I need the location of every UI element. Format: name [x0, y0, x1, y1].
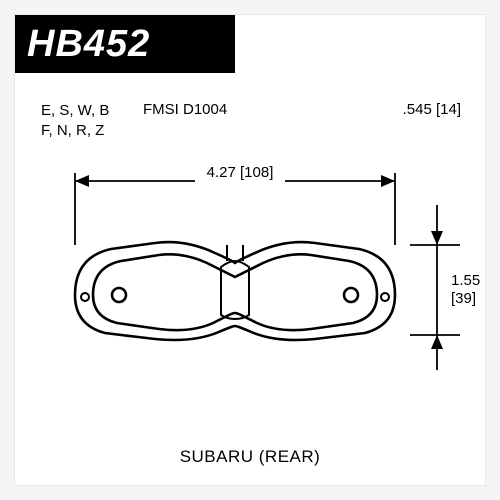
height-mm: [39]: [451, 290, 476, 307]
canvas: HB452 E, S, W, B F, N, R, Z FMSI D1004 .…: [0, 0, 500, 500]
brake-pad-diagram: 4.27 [108] 1.55 [39]: [15, 145, 487, 445]
thickness-inches: .545: [403, 101, 432, 118]
part-number-bar: HB452: [15, 15, 235, 73]
height-dimension: 1.55 [39]: [410, 205, 480, 370]
application-label: SUBARU (REAR): [15, 447, 485, 467]
width-mm: [108]: [240, 164, 273, 181]
width-dimension: 4.27 [108]: [75, 164, 395, 245]
part-number: HB452: [27, 23, 150, 66]
thickness-spec: .545 [14]: [403, 101, 461, 118]
width-inches: 4.27: [207, 164, 236, 181]
compound-codes-line1: E, S, W, B: [41, 101, 109, 121]
compound-codes-line2: F, N, R, Z: [41, 121, 109, 141]
height-inches: 1.55: [451, 272, 480, 289]
fmsi-code: FMSI D1004: [143, 101, 227, 118]
svg-text:4.27: 4.27 [108]: [207, 164, 274, 181]
compound-codes: E, S, W, B F, N, R, Z: [41, 101, 109, 141]
spec-card: HB452 E, S, W, B F, N, R, Z FMSI D1004 .…: [14, 14, 486, 486]
thickness-mm: [14]: [436, 101, 461, 118]
pad-outline: [75, 242, 395, 340]
